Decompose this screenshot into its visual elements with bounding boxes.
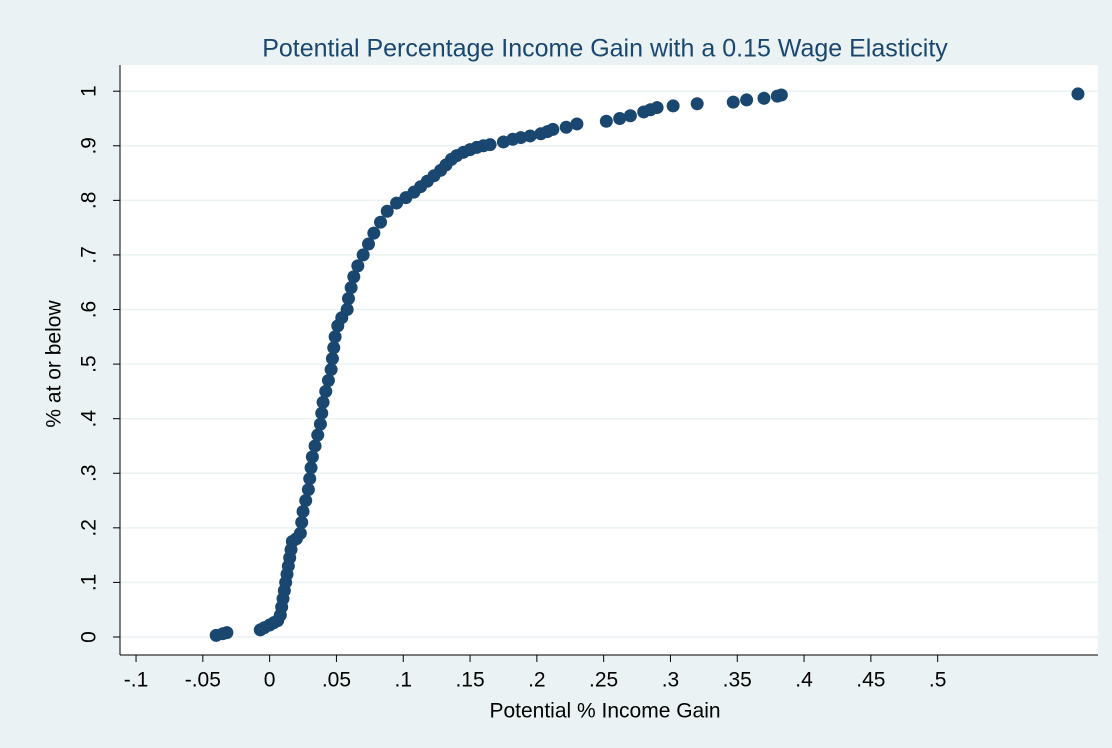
point <box>740 93 754 107</box>
x-tick-label: -.05 <box>185 669 221 692</box>
point <box>293 526 307 540</box>
point <box>483 138 497 152</box>
y-tick-label: .5 <box>78 355 101 373</box>
point <box>311 428 325 442</box>
point <box>340 303 354 317</box>
point <box>380 204 394 218</box>
y-tick-label: .9 <box>78 137 101 155</box>
point <box>650 101 664 115</box>
point <box>344 281 358 295</box>
point <box>324 363 338 377</box>
x-tick-label: .5 <box>929 669 947 692</box>
point <box>301 483 315 497</box>
point <box>774 88 788 102</box>
y-tick-label: .8 <box>78 192 101 210</box>
point <box>304 461 318 475</box>
point <box>757 91 771 105</box>
point <box>362 237 376 251</box>
point <box>546 122 560 136</box>
point <box>321 373 335 387</box>
point <box>296 504 310 518</box>
point <box>325 352 339 366</box>
point <box>341 292 355 306</box>
x-tick-label: .35 <box>723 669 752 692</box>
point <box>351 259 365 273</box>
y-tick-label: .7 <box>78 246 101 264</box>
point <box>523 129 537 143</box>
point <box>356 248 370 262</box>
point <box>374 215 388 229</box>
point <box>299 494 313 508</box>
point <box>313 417 327 431</box>
y-tick-label: .6 <box>78 301 101 319</box>
point <box>690 97 704 111</box>
x-tick-label: .4 <box>795 669 813 692</box>
point <box>303 472 317 486</box>
y-tick-label: 0 <box>78 631 101 643</box>
x-tick-label: .15 <box>455 669 484 692</box>
x-axis-title: Potential % Income Gain <box>489 700 720 723</box>
point <box>666 99 680 113</box>
y-axis-title: % at or below <box>43 300 66 428</box>
x-tick-label: .2 <box>528 669 546 692</box>
point <box>726 95 740 109</box>
point <box>623 109 637 123</box>
point <box>295 515 309 529</box>
plot-area <box>120 65 1098 655</box>
point <box>316 395 330 409</box>
y-tick-label: .1 <box>78 574 101 592</box>
y-tick-label: .2 <box>78 519 101 537</box>
point <box>347 270 361 284</box>
x-tick-label: .1 <box>394 669 412 692</box>
x-tick-label: .45 <box>856 669 885 692</box>
point <box>220 626 234 640</box>
y-tick-label: .3 <box>78 464 101 482</box>
y-tick-label: 1 <box>78 85 101 97</box>
x-tick-label: 0 <box>264 669 276 692</box>
point <box>1071 87 1085 101</box>
chart-title: Potential Percentage Income Gain with a … <box>262 35 948 63</box>
x-tick-label: -.1 <box>124 669 149 692</box>
x-tick-label: .05 <box>322 669 351 692</box>
point <box>305 450 319 464</box>
point <box>599 114 613 128</box>
point <box>570 117 584 131</box>
x-tick-label: .3 <box>662 669 680 692</box>
point <box>328 330 342 344</box>
point <box>308 439 322 453</box>
point <box>613 111 627 125</box>
point <box>559 120 573 134</box>
point <box>327 341 341 355</box>
y-tick-label: .4 <box>78 410 101 428</box>
point <box>367 226 381 240</box>
x-tick-label: .25 <box>589 669 618 692</box>
point <box>315 406 329 420</box>
point <box>319 384 333 398</box>
